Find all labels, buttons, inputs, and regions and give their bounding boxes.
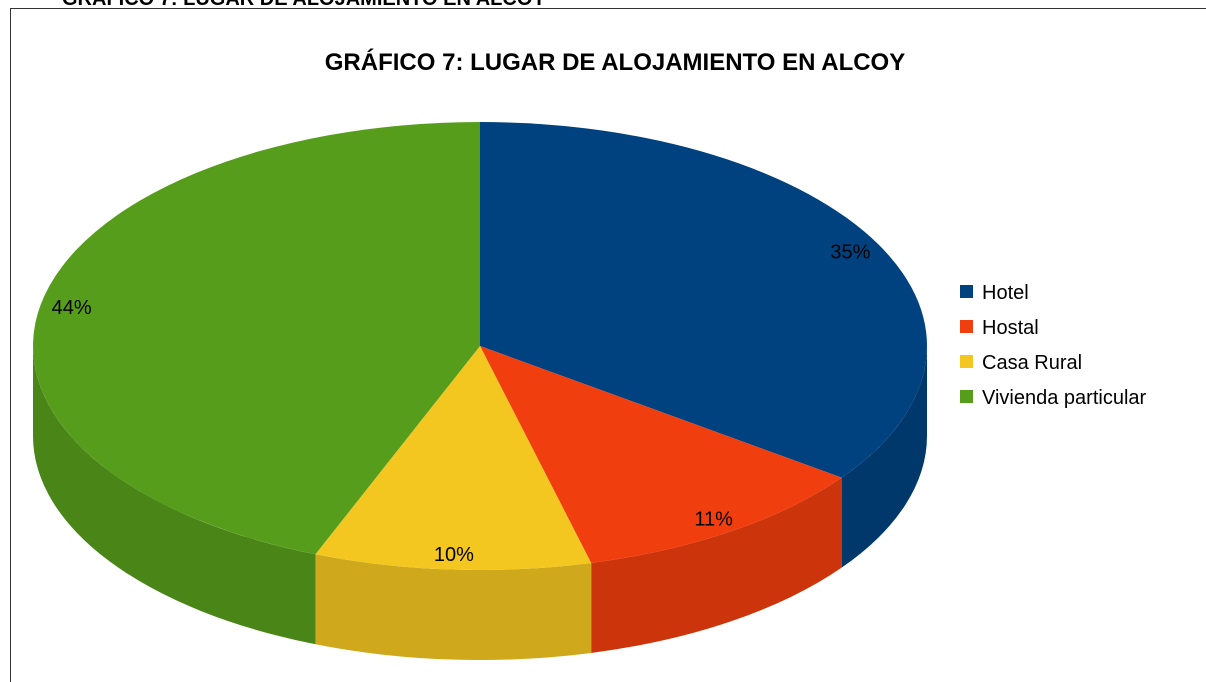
data-label: 35% bbox=[830, 241, 870, 263]
legend-label: Hotel bbox=[982, 282, 1029, 304]
slice-side bbox=[33, 346, 316, 645]
legend-label: Vivienda particular bbox=[982, 387, 1147, 409]
legend-swatch bbox=[960, 285, 973, 298]
slice-side bbox=[591, 477, 842, 653]
chart-title: GRÁFICO 7: LUGAR DE ALOJAMIENTO EN ALCOY bbox=[325, 48, 905, 76]
data-label: 11% bbox=[694, 508, 733, 530]
data-label: 10% bbox=[434, 544, 474, 566]
slice bbox=[480, 346, 842, 563]
slice bbox=[480, 122, 927, 478]
legend-label: Casa Rural bbox=[982, 352, 1082, 374]
slice bbox=[315, 346, 592, 570]
legend-swatch bbox=[960, 355, 973, 368]
slice-side bbox=[841, 346, 927, 568]
legend-swatch bbox=[960, 390, 973, 403]
page-heading: GRÁFICO 7: LUGAR DE ALOJAMIENTO EN ALCOY bbox=[62, 0, 546, 10]
data-label: 44% bbox=[52, 297, 92, 319]
slice-side bbox=[315, 554, 592, 661]
slice bbox=[32, 122, 481, 555]
legend-label: Hostal bbox=[982, 317, 1039, 339]
legend-swatch bbox=[960, 320, 973, 333]
